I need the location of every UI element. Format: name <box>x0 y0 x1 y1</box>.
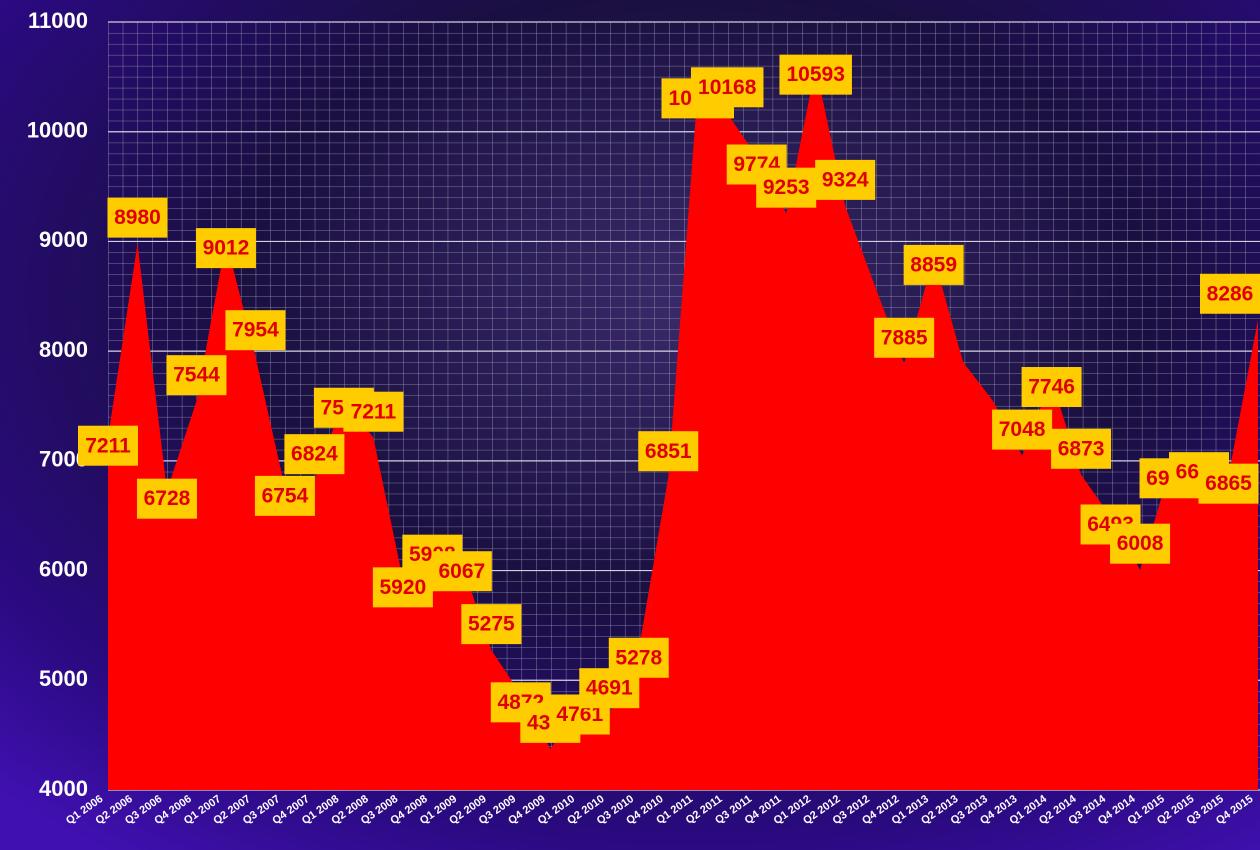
value-label-box <box>756 167 817 208</box>
value-label: 8859 <box>910 253 957 276</box>
value-label: 4691 <box>586 677 633 700</box>
value-label-box <box>343 391 404 432</box>
value-label: 6008 <box>1117 532 1164 555</box>
value-label: 10593 <box>786 63 844 86</box>
value-label-box <box>1110 523 1171 564</box>
value-label-box <box>992 409 1053 450</box>
y-tick-label: 5000 <box>39 666 88 691</box>
value-label: 6754 <box>262 484 309 507</box>
y-tick-label: 10000 <box>27 118 88 143</box>
value-label-box <box>903 244 964 285</box>
value-label: 6851 <box>645 440 692 463</box>
value-label: 7544 <box>173 364 220 387</box>
value-label-box <box>1051 428 1112 469</box>
value-label: 7954 <box>232 319 279 342</box>
value-label-box <box>815 159 876 200</box>
value-label-box <box>874 317 935 358</box>
value-label: 4761 <box>556 703 603 726</box>
value-label: 7211 <box>85 434 131 457</box>
value-label-box <box>225 310 286 351</box>
value-label-box <box>166 355 227 396</box>
value-label-box <box>195 228 256 269</box>
value-label: 6728 <box>144 487 191 510</box>
area <box>108 66 1258 791</box>
value-label-box <box>254 475 315 516</box>
value-label-box <box>461 604 522 645</box>
value-label: 10168 <box>698 76 757 99</box>
value-label-box <box>431 551 492 592</box>
value-label: 8980 <box>114 206 161 229</box>
value-label-box <box>608 637 669 678</box>
y-tick-label: 6000 <box>39 556 88 581</box>
value-label-box <box>638 431 699 472</box>
value-label: 5278 <box>615 646 662 669</box>
value-label-box <box>1198 463 1259 504</box>
value-label: 6873 <box>1058 437 1105 460</box>
value-label: 5275 <box>468 613 515 636</box>
value-label-box <box>779 54 852 95</box>
value-label-box <box>78 425 138 466</box>
value-label-box <box>690 67 764 108</box>
value-label: 6865 <box>1205 472 1252 495</box>
value-label: 8286 <box>1207 282 1254 305</box>
y-tick-label: 9000 <box>39 227 88 252</box>
value-label-box <box>107 197 168 238</box>
value-label: 7048 <box>999 418 1046 441</box>
value-label: 7885 <box>881 326 928 349</box>
value-label: 7746 <box>1028 376 1075 399</box>
value-label: 9324 <box>822 168 869 191</box>
y-tick-label: 11000 <box>28 8 88 33</box>
value-label-box <box>1200 273 1260 314</box>
value-label-box <box>136 478 197 519</box>
value-label: 6067 <box>438 560 485 583</box>
value-label-box <box>1021 367 1082 408</box>
value-label: 6824 <box>291 443 338 466</box>
value-label: 5920 <box>380 576 427 599</box>
value-label: 7211 <box>351 400 397 423</box>
value-label-box <box>284 434 345 475</box>
value-label: 9253 <box>763 176 810 199</box>
y-tick-label: 4000 <box>39 776 88 801</box>
value-label: 9012 <box>203 237 250 260</box>
y-tick-label: 8000 <box>39 337 88 362</box>
